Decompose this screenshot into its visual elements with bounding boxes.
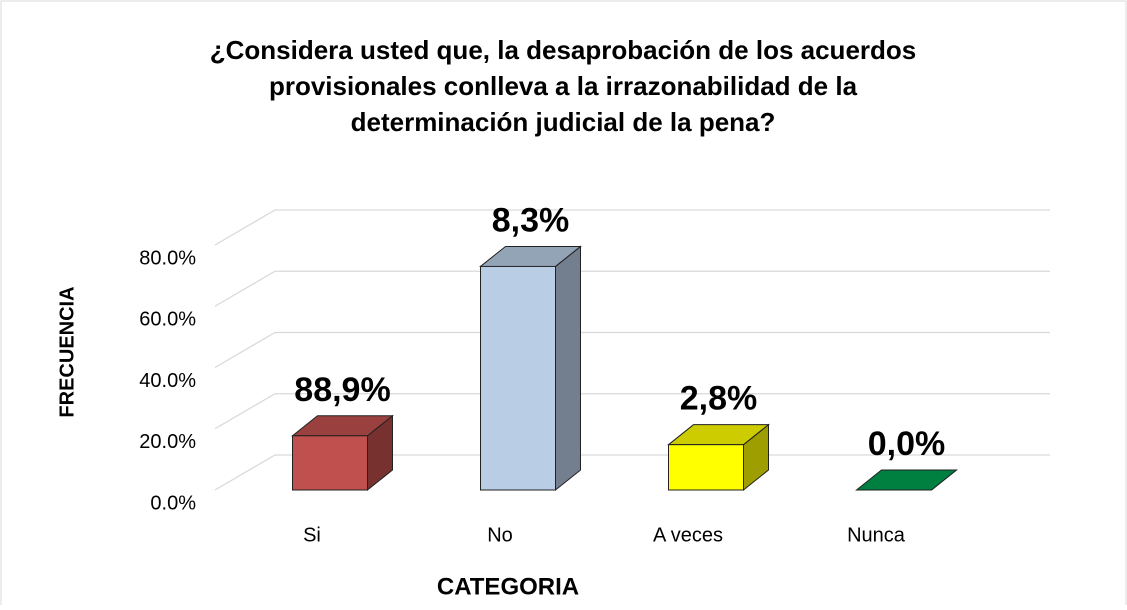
x-tick-label: Nunca [847,524,906,546]
bar [292,435,368,491]
x-axis-label: CATEGORIA [437,573,579,600]
bar-side [555,245,581,492]
x-tick-label: No [487,524,513,546]
chart-title: ¿Considera usted que, la desaprobación d… [210,35,917,65]
y-tick-label: 20.0% [139,431,196,453]
bar-annotation: 2,8% [680,380,758,418]
x-tick-label: A veces [653,524,723,546]
y-tick-label: 40.0% [139,370,196,392]
grid-line [214,393,1050,430]
grid-line [214,454,1050,491]
grid-line [214,270,1050,307]
grid-line [214,209,1050,246]
y-tick-label: 80.0% [139,247,196,269]
y-tick-label: 0.0% [150,492,196,514]
y-axis-label: FRECUENCIA [56,286,78,417]
y-tick-label: 60.0% [139,309,196,331]
chart-title: provisionales conlleva a la irrazonabili… [269,71,858,101]
bar-annotation: 88,9% [294,371,390,409]
grid-line [214,331,1050,369]
bar [480,265,556,491]
bar-annotation: 8,3% [492,201,570,239]
bar-annotation: 0,0% [868,425,946,463]
bar-top [855,469,958,491]
x-tick-label: Si [303,524,321,546]
bar [668,444,744,491]
chart-title: determinación judicial de la pena? [351,107,776,137]
